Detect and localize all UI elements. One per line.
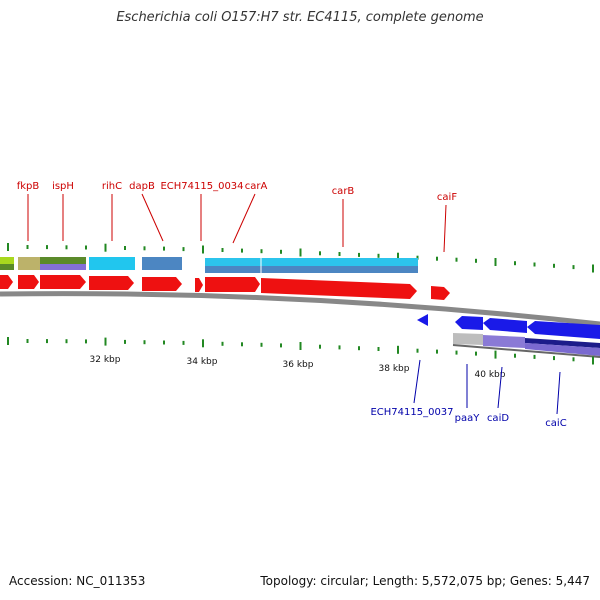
gene-label-ispH: ispH — [52, 181, 74, 192]
tick-label: 38 kbp — [379, 364, 410, 374]
gene-arrow — [0, 275, 13, 289]
kbp-labels: 32 kbp 34 kbp 36 kbp 38 kbp 40 kbp — [90, 355, 506, 380]
gene-arrow — [89, 276, 134, 290]
gene-label-ech74115-0037: ECH74115_0037 — [370, 407, 453, 418]
feature-bands-bottom — [452, 333, 600, 358]
gene-label-fkpB: fkpB — [17, 181, 40, 192]
feature-band-khaki — [18, 257, 40, 270]
tick-label: 32 kbp — [90, 355, 121, 365]
feature-band-green — [0, 264, 14, 270]
accession-text: Accession: NC_011353 — [9, 574, 146, 588]
upper-tick-marks — [7, 243, 594, 273]
gene-arrow — [142, 277, 182, 291]
tick-label: 40 kbp — [475, 370, 506, 380]
gene-arrow — [205, 277, 260, 292]
forward-genes — [0, 275, 450, 300]
feature-band-grey — [453, 333, 483, 345]
gene-label-dapB: dapB — [129, 181, 155, 192]
gene-arrow — [195, 278, 203, 292]
gene-arrow — [483, 318, 527, 333]
gene-arrow — [417, 314, 428, 326]
gene-label-caiC: caiC — [545, 418, 566, 429]
bottom-gene-labels: ECH74115_0037 paaY caiD caiC — [370, 359, 567, 429]
genome-backbone — [0, 291, 600, 327]
feature-band-navy — [525, 338, 600, 348]
feature-band-cyan-2 — [205, 258, 418, 266]
gene-label-carB: carB — [332, 186, 355, 197]
feature-band-lavender — [525, 343, 600, 356]
tick-label: 34 kbp — [187, 357, 218, 367]
reverse-genes — [417, 314, 600, 339]
map-title: Escherichia coli O157:H7 str. EC4115, co… — [116, 10, 484, 25]
top-gene-labels: fkpB ispH rihC dapB ECH74115_0034 carA c… — [17, 181, 457, 253]
feature-band-steel — [142, 257, 182, 270]
feature-band-cyan-1 — [89, 257, 135, 270]
gene-label-caiD: caiD — [487, 413, 509, 424]
gene-arrow — [40, 275, 86, 289]
gene-arrow — [261, 278, 417, 299]
gene-arrow — [527, 321, 600, 339]
feature-bands-top — [0, 257, 418, 273]
gene-arrow — [18, 275, 39, 289]
feature-band-periwinkle — [483, 335, 525, 348]
feature-band-lime — [0, 257, 14, 264]
genome-summary: Topology: circular; Length: 5,572,075 bp… — [260, 574, 590, 588]
gene-label-paaY: paaY — [455, 413, 481, 424]
feature-band-olive — [40, 257, 86, 264]
tick-label: 36 kbp — [283, 360, 314, 370]
gene-label-ech74115-0034: ECH74115_0034 — [160, 181, 243, 192]
gene-label-carA: carA — [245, 181, 268, 192]
lower-tick-marks — [7, 337, 594, 365]
gene-arrow — [431, 286, 450, 300]
feature-band-purple — [40, 264, 86, 270]
gene-label-rihC: rihC — [102, 181, 122, 192]
feature-band-steel-2 — [205, 266, 418, 273]
gene-label-caiF: caiF — [437, 192, 457, 203]
gene-arrow — [455, 316, 483, 330]
